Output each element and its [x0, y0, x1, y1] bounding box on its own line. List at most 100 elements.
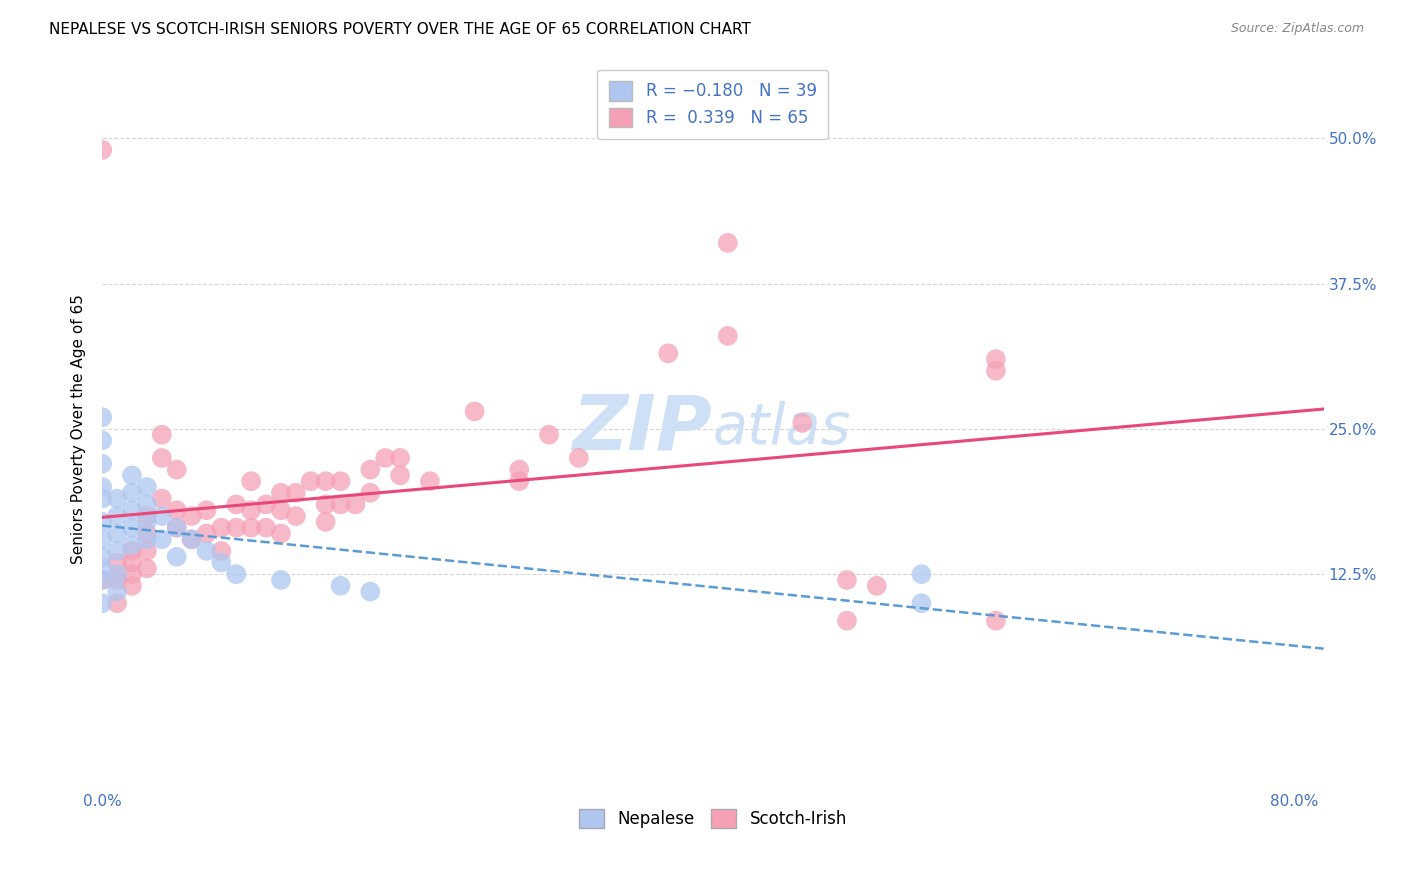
- Point: [315, 498, 337, 512]
- Point: [91, 434, 114, 448]
- Point: [180, 509, 202, 524]
- Point: [254, 521, 277, 535]
- Point: [105, 509, 128, 524]
- Point: [91, 143, 114, 157]
- Point: [315, 515, 337, 529]
- Point: [508, 462, 530, 476]
- Point: [91, 533, 114, 547]
- Point: [717, 329, 740, 343]
- Point: [866, 579, 889, 593]
- Point: [121, 485, 143, 500]
- Point: [166, 462, 188, 476]
- Point: [835, 573, 858, 587]
- Text: atlas: atlas: [713, 401, 852, 457]
- Point: [374, 450, 396, 465]
- Point: [359, 584, 381, 599]
- Point: [166, 549, 188, 564]
- Point: [135, 498, 157, 512]
- Point: [254, 498, 277, 512]
- Point: [121, 556, 143, 570]
- Point: [150, 533, 173, 547]
- Point: [284, 485, 307, 500]
- Point: [209, 544, 232, 558]
- Point: [91, 491, 114, 506]
- Point: [91, 549, 114, 564]
- Point: [538, 427, 561, 442]
- Point: [105, 544, 128, 558]
- Point: [329, 474, 352, 488]
- Point: [835, 614, 858, 628]
- Point: [329, 579, 352, 593]
- Point: [180, 533, 202, 547]
- Point: [91, 573, 114, 587]
- Point: [344, 498, 367, 512]
- Text: NEPALESE VS SCOTCH-IRISH SENIORS POVERTY OVER THE AGE OF 65 CORRELATION CHART: NEPALESE VS SCOTCH-IRISH SENIORS POVERTY…: [49, 22, 751, 37]
- Point: [121, 544, 143, 558]
- Text: Source: ZipAtlas.com: Source: ZipAtlas.com: [1230, 22, 1364, 36]
- Point: [135, 533, 157, 547]
- Point: [105, 556, 128, 570]
- Point: [91, 480, 114, 494]
- Y-axis label: Seniors Poverty Over the Age of 65: Seniors Poverty Over the Age of 65: [72, 294, 86, 564]
- Point: [121, 503, 143, 517]
- Point: [180, 533, 202, 547]
- Point: [984, 614, 1007, 628]
- Point: [166, 521, 188, 535]
- Point: [105, 491, 128, 506]
- Point: [195, 544, 218, 558]
- Point: [121, 521, 143, 535]
- Point: [225, 567, 247, 582]
- Point: [225, 521, 247, 535]
- Point: [91, 573, 114, 587]
- Point: [359, 485, 381, 500]
- Point: [984, 352, 1007, 367]
- Point: [389, 468, 412, 483]
- Point: [135, 561, 157, 575]
- Point: [150, 450, 173, 465]
- Point: [240, 521, 263, 535]
- Point: [105, 567, 128, 582]
- Point: [270, 526, 292, 541]
- Point: [121, 468, 143, 483]
- Point: [270, 573, 292, 587]
- Point: [984, 364, 1007, 378]
- Point: [419, 474, 441, 488]
- Point: [91, 457, 114, 471]
- Point: [150, 491, 173, 506]
- Point: [121, 538, 143, 552]
- Point: [910, 596, 932, 610]
- Point: [195, 526, 218, 541]
- Point: [91, 515, 114, 529]
- Point: [91, 561, 114, 575]
- Point: [135, 515, 157, 529]
- Point: [91, 410, 114, 425]
- Point: [105, 584, 128, 599]
- Point: [166, 521, 188, 535]
- Point: [657, 346, 679, 360]
- Point: [135, 544, 157, 558]
- Legend: Nepalese, Scotch-Irish: Nepalese, Scotch-Irish: [572, 803, 853, 835]
- Point: [91, 596, 114, 610]
- Point: [135, 480, 157, 494]
- Point: [568, 450, 591, 465]
- Point: [508, 474, 530, 488]
- Point: [150, 509, 173, 524]
- Point: [121, 567, 143, 582]
- Point: [359, 462, 381, 476]
- Point: [240, 474, 263, 488]
- Point: [135, 509, 157, 524]
- Point: [717, 235, 740, 250]
- Point: [121, 579, 143, 593]
- Point: [792, 416, 814, 430]
- Point: [105, 573, 128, 587]
- Point: [150, 427, 173, 442]
- Point: [464, 404, 486, 418]
- Point: [195, 503, 218, 517]
- Text: ZIP: ZIP: [574, 392, 713, 466]
- Point: [240, 503, 263, 517]
- Point: [209, 556, 232, 570]
- Point: [270, 485, 292, 500]
- Point: [910, 567, 932, 582]
- Point: [135, 526, 157, 541]
- Point: [166, 503, 188, 517]
